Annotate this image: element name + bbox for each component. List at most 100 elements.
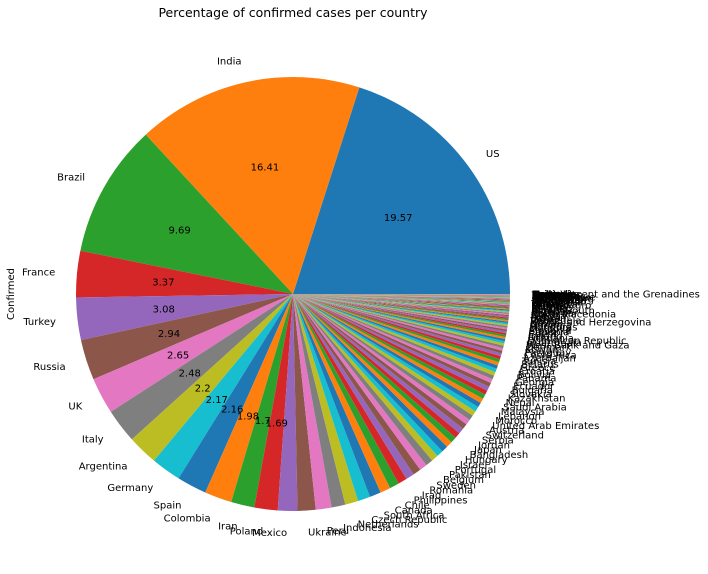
label-ghana: Ghana [532, 299, 565, 310]
slice-cuba [293, 294, 510, 296]
label-russia: Russia [33, 362, 65, 373]
slice-panama [293, 294, 497, 373]
pct-spain: 2.16 [221, 405, 243, 416]
label-saint-vincent-and-the-grenadines: Saint Vincent and the Grenadines [532, 290, 700, 301]
label-iraq: Iraq [422, 490, 442, 501]
label-botswana: Botswana [532, 292, 581, 303]
slice-korea-south [293, 294, 510, 310]
label-kyrgyzstan: Kyrgyzstan [532, 298, 587, 309]
label-malta: Malta [532, 291, 560, 302]
label-france: France [22, 268, 55, 279]
slice-el-salvador [293, 294, 510, 300]
slice-slovakia [293, 294, 491, 387]
slice-bulgaria [293, 294, 493, 383]
label-south-africa: South Africa [384, 510, 445, 521]
slice-singapore [293, 294, 510, 298]
slice-cameroon [293, 294, 510, 296]
label-japan: Japan [473, 445, 502, 456]
slice-indonesia [293, 294, 346, 508]
label-barbados: Barbados [532, 290, 579, 301]
slice-australia [293, 294, 511, 296]
slice-afghanistan [293, 294, 510, 298]
slice-honduras [293, 294, 509, 325]
slice-philippines [293, 294, 407, 484]
label-pakistan: Pakistan [449, 470, 491, 481]
label-lithuania: Lithuania [528, 334, 574, 345]
slice-croatia [293, 294, 499, 366]
label-montenegro: Montenegro [531, 301, 591, 312]
slice-pakistan [293, 294, 438, 461]
pct-brazil: 9.69 [168, 226, 190, 237]
pct-germany: 2.17 [206, 395, 228, 406]
label-canada: Canada [395, 506, 433, 517]
slice-costa-rica [293, 294, 504, 351]
y-axis-label: Confirmed [6, 268, 17, 320]
label-philippines: Philippines [414, 496, 468, 507]
slice-peru [293, 294, 332, 510]
label-paraguay: Paraguay [525, 348, 572, 359]
slice-lebanon [293, 294, 481, 408]
slice-russia [80, 294, 293, 380]
slice-us [293, 87, 510, 294]
label-czech-republic: Czech Republic [371, 515, 447, 526]
pct-colombia: 1.98 [237, 412, 259, 423]
label-brazil: Brazil [57, 172, 85, 183]
label-jordan: Jordan [477, 440, 510, 451]
label-guatemala: Guatemala [527, 338, 582, 349]
slice-tunisia [293, 294, 502, 357]
slice-israel [293, 294, 448, 452]
label-denmark: Denmark [526, 343, 572, 354]
slice-portugal [293, 294, 443, 456]
pie-slices [76, 76, 511, 511]
label-zambia: Zambia [532, 296, 570, 307]
label-colombia: Colombia [164, 514, 211, 525]
label-nigeria: Nigeria [531, 311, 567, 322]
slice-iran [231, 294, 293, 508]
label-egypt: Egypt [528, 330, 557, 341]
pct-poland: 1.69 [266, 419, 288, 430]
label-ethiopia: Ethiopia [529, 328, 570, 339]
label-bosnia-and-herzegovina: Bosnia and Herzegovina [530, 318, 651, 329]
label-senegal: Senegal [532, 290, 572, 301]
slice-albania [293, 294, 510, 309]
label-mozambique: Mozambique [532, 293, 596, 304]
label-mongolia: Mongolia [532, 290, 577, 301]
slice-estonia [293, 294, 510, 308]
label-ecuador: Ecuador [513, 381, 555, 392]
label-cuba: Cuba [532, 291, 558, 302]
label-namibia: Namibia [532, 292, 573, 303]
label-indonesia: Indonesia [343, 523, 391, 534]
slice-france [76, 250, 293, 298]
pct-russia: 2.94 [158, 329, 180, 340]
slice-mexico [277, 294, 298, 511]
label-malawi: Malawi [532, 290, 567, 301]
slice-lithuania [293, 294, 507, 336]
pct-italy: 2.48 [179, 369, 201, 380]
slice-botswana [293, 294, 510, 297]
label-costa-rica: Costa Rica [524, 351, 577, 362]
label-azerbaijan: Azerbaijan [523, 353, 576, 364]
slice-sweden [293, 294, 427, 470]
label-malaysia: Malaysia [501, 407, 545, 418]
label-cameroon: Cameroon [532, 291, 583, 302]
slice-senegal [293, 294, 510, 295]
label-norway: Norway [531, 302, 569, 313]
slice-hungary [293, 294, 452, 447]
slice-libya [293, 294, 509, 318]
pct-uk: 2.65 [167, 351, 189, 362]
label-turkey: Turkey [22, 317, 56, 328]
label-saudi-arabia: Saudi Arabia [503, 403, 566, 414]
slice-zambia [293, 294, 510, 301]
label-poland: Poland [230, 526, 263, 537]
label-iceland: Iceland [532, 290, 568, 301]
label-kenya: Kenya [531, 312, 562, 323]
slice-serbia [293, 294, 467, 429]
slice-paraguay [293, 294, 504, 349]
slice-algeria [293, 294, 510, 311]
label-uzbekistan: Uzbekistan [532, 296, 587, 307]
slice-italy [110, 294, 293, 440]
slice-canada [293, 294, 391, 493]
slice-kazakhstan [293, 294, 490, 391]
label-ireland: Ireland [528, 332, 563, 343]
label-rwanda: Rwanda [532, 290, 572, 301]
